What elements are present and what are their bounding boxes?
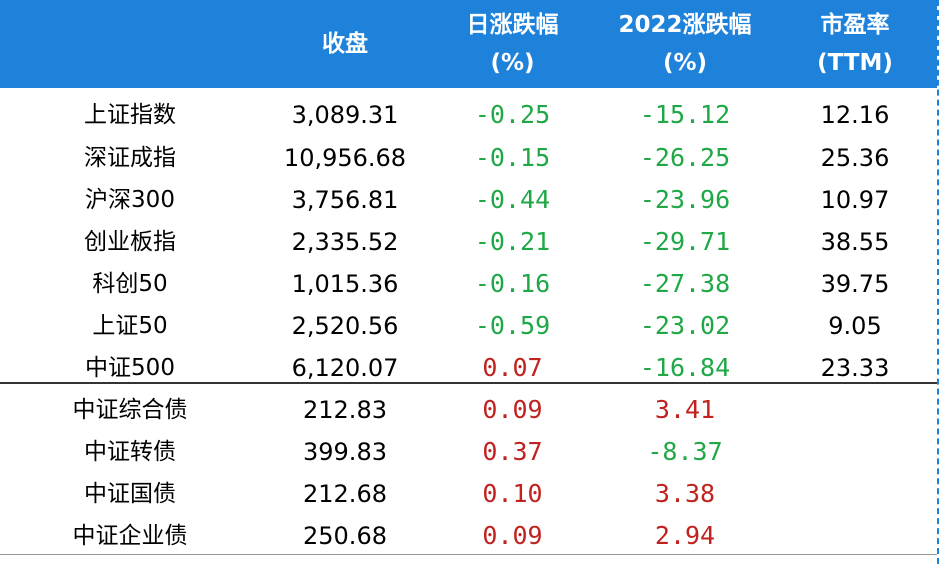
daily-change-value: -0.15 bbox=[474, 143, 551, 172]
header-daily-label: 日涨跌幅 bbox=[466, 12, 559, 38]
daily-change-value: -0.25 bbox=[474, 100, 551, 129]
pe-value: 39.75 bbox=[820, 270, 890, 298]
index-name: 沪深300 bbox=[85, 187, 175, 213]
table-row: 上证指数 3,089.31 -0.25 -15.12 12.16 bbox=[0, 94, 937, 136]
close-value: 2,335.52 bbox=[291, 228, 399, 256]
ytd-change-value: -29.71 bbox=[639, 227, 731, 256]
header-close-label: 收盘 bbox=[322, 31, 368, 57]
table-row: 中证转债 399.83 0.37 -8.37 bbox=[0, 431, 937, 473]
index-name: 中证综合债 bbox=[72, 397, 188, 423]
ytd-change-value: -15.12 bbox=[639, 100, 731, 129]
ytd-change-value: -27.38 bbox=[639, 269, 731, 298]
table-header: 收盘 日涨跌幅 (%) 2022涨跌幅 (%) 市盈率 (TTM) bbox=[0, 0, 937, 88]
pe-value: 23.33 bbox=[820, 354, 890, 382]
index-name: 中证企业债 bbox=[72, 523, 188, 549]
index-name: 创业板指 bbox=[84, 229, 176, 255]
index-name: 中证国债 bbox=[84, 481, 176, 507]
daily-change-value: 0.09 bbox=[482, 395, 543, 424]
pe-value bbox=[775, 473, 935, 515]
pe-value bbox=[775, 431, 935, 473]
header-pe: 市盈率 (TTM) bbox=[775, 0, 935, 88]
header-ytd-unit: (%) bbox=[662, 50, 708, 76]
header-ytd-label: 2022涨跌幅 bbox=[618, 12, 752, 38]
index-name: 中证转债 bbox=[84, 439, 176, 465]
header-daily-unit: (%) bbox=[490, 50, 535, 76]
header-ytd: 2022涨跌幅 (%) bbox=[595, 0, 775, 88]
daily-change-value: -0.44 bbox=[474, 185, 551, 214]
daily-change-value: 0.37 bbox=[482, 437, 543, 466]
index-name: 上证指数 bbox=[84, 102, 176, 128]
daily-change-value: 0.07 bbox=[482, 353, 543, 382]
table-row: 中证国债 212.68 0.10 3.38 bbox=[0, 473, 937, 515]
close-value: 399.83 bbox=[303, 438, 387, 466]
ytd-change-value: 3.38 bbox=[654, 479, 716, 508]
table-row: 上证50 2,520.56 -0.59 -23.02 9.05 bbox=[0, 305, 937, 347]
close-value: 212.83 bbox=[303, 396, 387, 424]
table-row: 中证500 6,120.07 0.07 -16.84 23.33 bbox=[0, 347, 937, 389]
pe-value bbox=[775, 515, 935, 557]
ytd-change-value: 2.94 bbox=[654, 521, 716, 550]
ytd-change-value: -23.02 bbox=[639, 311, 731, 340]
table-row: 深证成指 10,956.68 -0.15 -26.25 25.36 bbox=[0, 137, 937, 179]
ytd-change-value: -26.25 bbox=[639, 143, 731, 172]
ytd-change-value: 3.41 bbox=[654, 395, 716, 424]
pe-value bbox=[775, 389, 935, 431]
daily-change-value: 0.10 bbox=[482, 479, 543, 508]
index-name: 上证50 bbox=[92, 313, 168, 339]
daily-change-value: -0.16 bbox=[474, 269, 551, 298]
header-pe-label: 市盈率 bbox=[820, 12, 890, 38]
header-close: 收盘 bbox=[260, 0, 430, 88]
close-value: 10,956.68 bbox=[283, 144, 407, 172]
header-daily: 日涨跌幅 (%) bbox=[430, 0, 595, 88]
close-value: 3,756.81 bbox=[291, 186, 399, 214]
daily-change-value: -0.59 bbox=[474, 311, 551, 340]
close-value: 6,120.07 bbox=[291, 354, 399, 382]
header-pe-unit: (TTM) bbox=[817, 50, 893, 76]
index-name: 中证500 bbox=[85, 355, 175, 381]
table-row: 科创50 1,015.36 -0.16 -27.38 39.75 bbox=[0, 263, 937, 305]
pe-value: 9.05 bbox=[828, 312, 882, 340]
daily-change-value: 0.09 bbox=[482, 521, 543, 550]
table-row: 创业板指 2,335.52 -0.21 -29.71 38.55 bbox=[0, 221, 937, 263]
index-name: 深证成指 bbox=[84, 145, 176, 171]
pe-value: 12.16 bbox=[820, 101, 890, 129]
section-separator bbox=[0, 382, 937, 384]
right-dashed-border bbox=[937, 0, 940, 564]
pe-value: 10.97 bbox=[820, 186, 890, 214]
pe-value: 25.36 bbox=[820, 144, 890, 172]
pe-value: 38.55 bbox=[820, 228, 890, 256]
ytd-change-value: -8.37 bbox=[647, 437, 723, 466]
daily-change-value: -0.21 bbox=[474, 227, 551, 256]
close-value: 250.68 bbox=[303, 522, 387, 550]
ytd-change-value: -16.84 bbox=[639, 353, 731, 382]
close-value: 212.68 bbox=[303, 480, 387, 508]
close-value: 3,089.31 bbox=[291, 101, 399, 129]
table-row: 沪深300 3,756.81 -0.44 -23.96 10.97 bbox=[0, 179, 937, 221]
table-bottom-border bbox=[0, 554, 937, 555]
ytd-change-value: -23.96 bbox=[639, 185, 731, 214]
table-row: 中证综合债 212.83 0.09 3.41 bbox=[0, 389, 937, 431]
close-value: 1,015.36 bbox=[291, 270, 399, 298]
index-name: 科创50 bbox=[92, 271, 168, 297]
table-row: 中证企业债 250.68 0.09 2.94 bbox=[0, 515, 937, 557]
close-value: 2,520.56 bbox=[291, 312, 399, 340]
